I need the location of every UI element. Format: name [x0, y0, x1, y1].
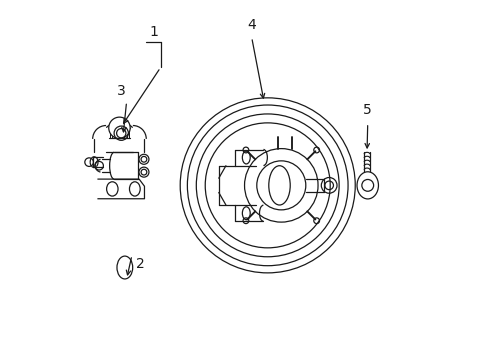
Text: 4: 4 [247, 18, 256, 32]
Ellipse shape [356, 172, 378, 199]
Circle shape [108, 117, 130, 139]
Text: 1: 1 [149, 25, 158, 39]
Text: 3: 3 [117, 84, 125, 98]
Circle shape [361, 180, 373, 191]
Text: 5: 5 [363, 103, 371, 117]
Text: 2: 2 [135, 257, 144, 271]
